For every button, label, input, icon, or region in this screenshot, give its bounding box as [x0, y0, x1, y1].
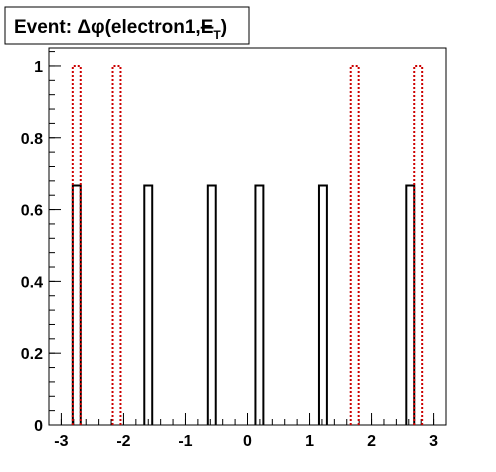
- x-tick-label: -2: [116, 433, 130, 450]
- y-tick-label: 0.2: [21, 346, 43, 363]
- title-met-subscript: T: [213, 28, 221, 42]
- solid-histogram-bin: [317, 184, 328, 425]
- dotted-histogram-bin: [71, 64, 82, 425]
- chart-title: Event: Δφ(electron1,ET): [4, 6, 250, 45]
- x-tick-label: 3: [429, 433, 438, 450]
- title-symbol: Δφ: [77, 17, 104, 38]
- x-tick-label: 0: [243, 433, 252, 450]
- x-tick-label: -3: [54, 433, 68, 450]
- title-text: Event: Δφ(electron1,ET): [14, 17, 227, 42]
- y-tick-label: 0.6: [21, 203, 43, 220]
- plot-frame: [48, 47, 447, 426]
- dotted-histogram-bin: [111, 64, 122, 425]
- x-tick-label: 2: [367, 433, 376, 450]
- solid-histogram-bin: [143, 184, 154, 425]
- solid-histogram-bin: [206, 184, 217, 425]
- title-box: [4, 6, 250, 45]
- x-axis: -3 -2 -1 0 1 2 3: [48, 413, 447, 450]
- dotted-histogram-bin: [413, 64, 424, 425]
- solid-histogram-bin: [71, 184, 82, 425]
- plot-area: [71, 64, 424, 425]
- y-tick-label: 0.8: [21, 131, 43, 148]
- y-tick-label: 0: [34, 418, 43, 435]
- x-tick-label: 1: [305, 433, 314, 450]
- title-close: ): [221, 17, 227, 38]
- y-tick-label: 0.4: [21, 274, 43, 291]
- title-args: (electron1,: [105, 17, 201, 38]
- dotted-histogram-bin: [349, 64, 360, 425]
- solid-histogram-bin: [254, 184, 265, 425]
- title-met: E: [201, 17, 214, 38]
- title-prefix: Event:: [14, 17, 77, 38]
- x-tick-label: -1: [178, 433, 192, 450]
- y-axis: 0 0.2 0.4 0.6 0.8 1: [21, 51, 61, 435]
- solid-histogram-bin: [405, 184, 416, 425]
- y-tick-label: 1: [34, 59, 43, 76]
